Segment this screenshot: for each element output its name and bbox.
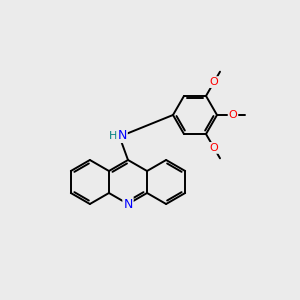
Text: O: O [210, 143, 218, 153]
Text: N: N [123, 197, 133, 211]
Text: H: H [109, 130, 117, 141]
Text: O: O [210, 77, 218, 87]
Text: N: N [117, 129, 127, 142]
Text: O: O [229, 110, 237, 120]
